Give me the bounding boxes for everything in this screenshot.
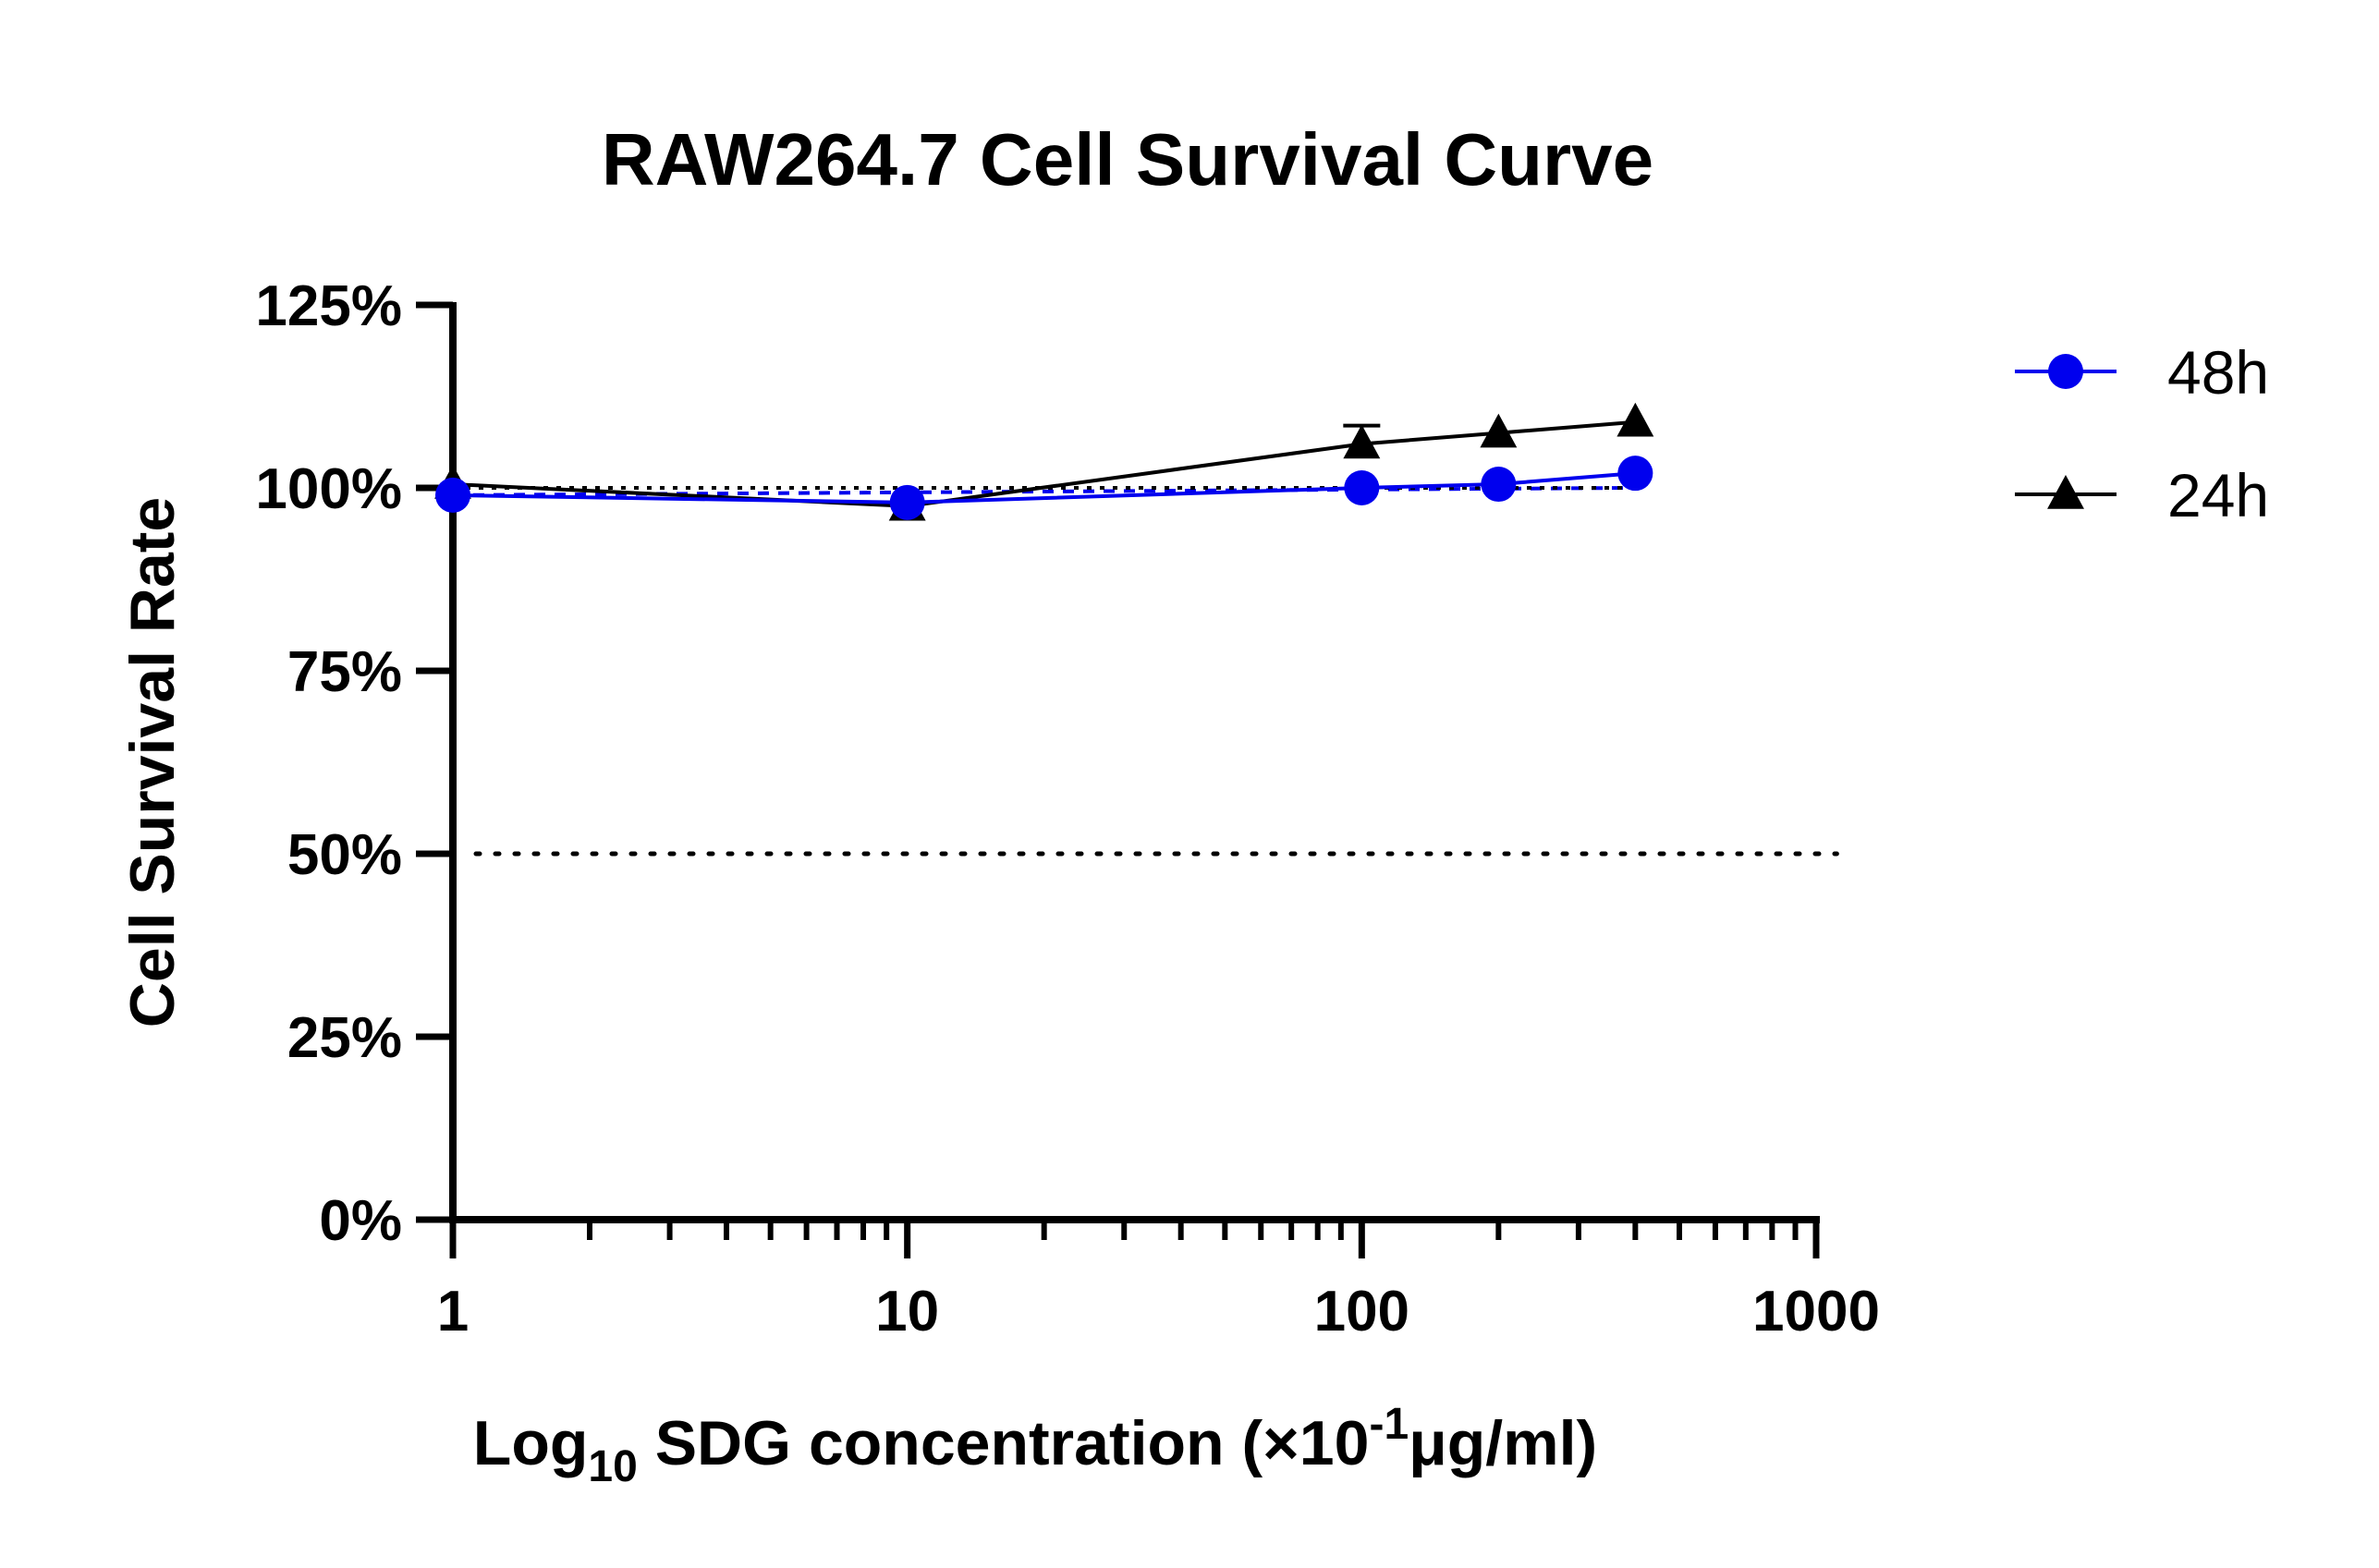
x-axis-label-prefix: Log: [473, 1408, 589, 1478]
axes: [449, 302, 1820, 1223]
series-layer: [434, 402, 1654, 521]
legend-marker-circle: [2048, 354, 2083, 389]
x-axis-label-subscript: 10: [588, 1442, 637, 1491]
x-tick-label: 1000: [1752, 1280, 1880, 1343]
legend-label: 48h: [2167, 338, 2269, 407]
y-tick-label: 0%: [319, 1189, 402, 1253]
data-point-24h: [1616, 402, 1654, 437]
x-tick-label: 100: [1314, 1280, 1409, 1343]
legend: 48h 24h: [2015, 338, 2269, 529]
x-tick-label: 1: [437, 1280, 469, 1343]
chart-title: RAW264.7 Cell Survival Curve: [602, 118, 1653, 201]
x-axis-label-suffix: μg/ml): [1409, 1408, 1597, 1478]
y-axis-ticks: 0% 25% 50% 75% 100% 125%: [255, 274, 453, 1253]
y-tick-label: 50%: [287, 823, 402, 887]
x-axis-label: Log10 SDG concentration (×10-1μg/ml): [473, 1400, 1597, 1491]
y-tick-label: 125%: [255, 274, 402, 338]
y-tick-label: 25%: [287, 1006, 402, 1070]
data-point-24h: [1343, 424, 1381, 459]
x-axis-label-superscript: -1: [1369, 1400, 1409, 1449]
y-tick-label: 75%: [287, 640, 402, 704]
x-axis-ticks: 1 10 100 1000: [437, 1220, 1880, 1343]
x-tick-label: 10: [875, 1280, 939, 1343]
fit-lines: [452, 486, 1636, 497]
y-axis-label: Cell Survival Rate: [117, 497, 188, 1027]
y-tick-label: 100%: [255, 457, 402, 521]
series-line-24h: [452, 419, 1636, 508]
legend-item-48h: 48h: [2015, 338, 2269, 407]
legend-label: 24h: [2167, 461, 2269, 529]
data-point-48h: [435, 477, 470, 513]
data-point-48h: [1481, 467, 1517, 503]
data-point-24h: [1480, 413, 1518, 448]
data-point-48h: [1344, 470, 1380, 505]
legend-item-24h: 24h: [2015, 461, 2269, 529]
series-48h: [435, 456, 1653, 520]
data-point-48h: [889, 484, 925, 520]
legend-marker-triangle: [2047, 475, 2084, 509]
series-24h: [434, 402, 1654, 521]
data-point-48h: [1617, 456, 1653, 492]
x-axis-label-main: SDG concentration (×10: [638, 1408, 1370, 1478]
